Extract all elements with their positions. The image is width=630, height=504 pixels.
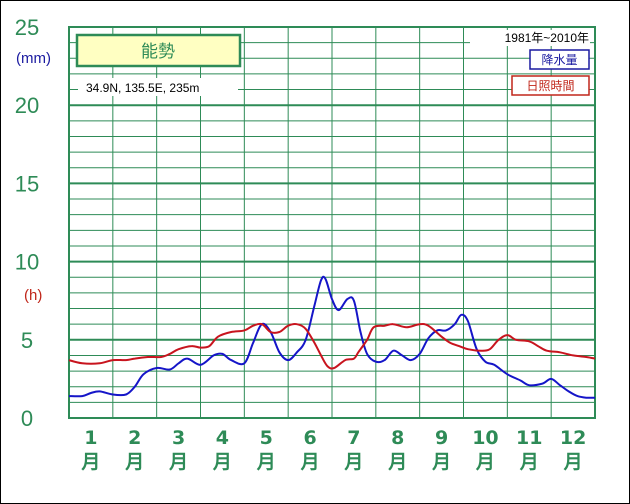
x-tick-unit: 月: [519, 451, 539, 473]
y-tick-label: 0: [21, 406, 33, 431]
legend-label-precipitation: 降水量: [541, 53, 577, 67]
precipitation-line: [68, 275, 596, 399]
period-label: 1981年~2010年: [505, 31, 589, 45]
x-tick-unit: 月: [168, 451, 188, 473]
legend-item-precipitation: [529, 49, 590, 70]
location-bg: [78, 78, 238, 96]
y-unit-mm: (mm): [16, 50, 51, 67]
x-tick-unit: 月: [256, 451, 276, 473]
x-tick-label: 4: [216, 427, 229, 449]
plot-border: [68, 26, 596, 419]
x-tick-label: 8: [391, 427, 404, 449]
x-tick-unit: 月: [80, 451, 100, 473]
legend-label-sunshine: 日照時間: [526, 79, 574, 93]
y-tick-label: 5: [21, 328, 33, 353]
x-tick-unit: 月: [387, 451, 407, 473]
series-lines: [68, 275, 596, 399]
x-tick-label: 11: [516, 427, 542, 449]
x-tick-unit: 月: [124, 451, 144, 473]
station-box: [75, 33, 242, 68]
x-tick-label: 12: [560, 427, 586, 449]
y-unit-h: (h): [24, 287, 42, 304]
x-tick-label: 5: [260, 427, 273, 449]
y-tick-label: 15: [15, 171, 39, 196]
x-tick-label: 6: [303, 427, 316, 449]
sunshine-line: [68, 322, 596, 370]
chart-title: 能勢: [141, 42, 175, 62]
x-tick-unit: 月: [343, 451, 363, 473]
x-tick-unit: 月: [300, 451, 320, 473]
y-tick-label: 10: [15, 250, 39, 275]
legend-item-sunshine: [511, 75, 590, 96]
x-tick-label: 9: [435, 427, 448, 449]
x-tick-label: 10: [472, 427, 498, 449]
x-tick-label: 2: [128, 427, 141, 449]
x-tick-label: 1: [84, 427, 97, 449]
x-tick-unit: 月: [475, 451, 495, 473]
x-tick-unit: 月: [563, 451, 583, 473]
location-label: 34.9N, 135.5E, 235m: [86, 81, 199, 95]
x-tick-label: 7: [347, 427, 360, 449]
x-tick-label: 3: [172, 427, 185, 449]
x-tick-unit: 月: [431, 451, 451, 473]
y-tick-label: 20: [15, 93, 39, 118]
y-tick-label: 25: [15, 15, 39, 40]
period-bg: [470, 30, 590, 46]
x-tick-unit: 月: [212, 451, 232, 473]
y-tick-labels: 25 20 15 10 5 0: [15, 15, 39, 431]
